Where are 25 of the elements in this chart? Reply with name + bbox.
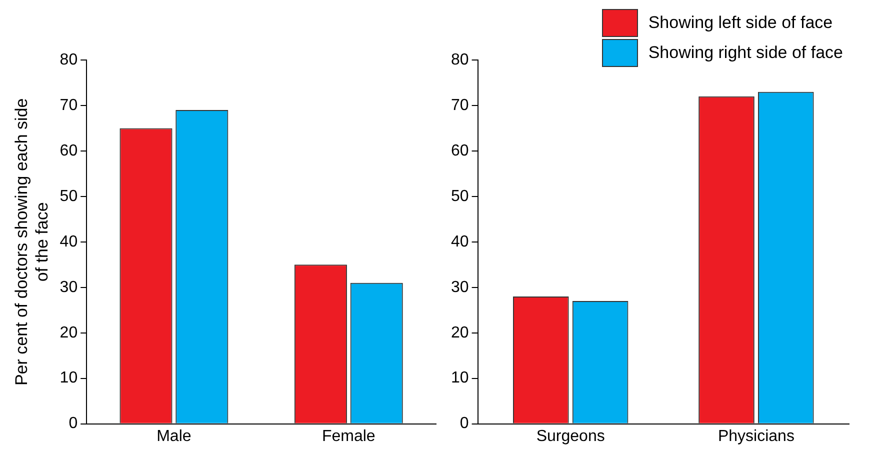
- y-tick-label: 0: [68, 415, 78, 432]
- x-tick-label: Female: [322, 428, 376, 445]
- y-tick-label: 40: [451, 233, 469, 250]
- y-tick-label: 50: [451, 188, 469, 205]
- y-tick-label: 80: [451, 51, 469, 68]
- y-tick-label: 60: [451, 142, 469, 160]
- y-tick-label: 20: [451, 324, 469, 342]
- y-tick-label: 30: [60, 278, 78, 296]
- y-tick-label: 30: [451, 278, 469, 296]
- y-tick-label: 70: [451, 96, 469, 114]
- y-tick-label: 40: [60, 233, 78, 250]
- y-tick-label: 10: [451, 370, 469, 387]
- y-tick-label: 20: [60, 324, 78, 342]
- x-tick-label: Male: [156, 428, 192, 445]
- y-tick-label: 10: [60, 370, 78, 387]
- x-tick-label: Surgeons: [536, 428, 605, 445]
- x-tick-label: Physicians: [718, 428, 794, 445]
- y-axis-title: Per cent of doctors showing each side of the face: [12, 98, 52, 386]
- y-tick-label: 70: [60, 96, 78, 114]
- y-tick-label: 50: [60, 188, 78, 205]
- y-tick-label: 80: [60, 51, 78, 68]
- y-tick-label: 0: [460, 415, 469, 432]
- legend-label: Showing left side of face: [648, 13, 833, 33]
- y-tick-label: 60: [60, 142, 78, 160]
- legend-label: Showing right side of face: [648, 43, 843, 63]
